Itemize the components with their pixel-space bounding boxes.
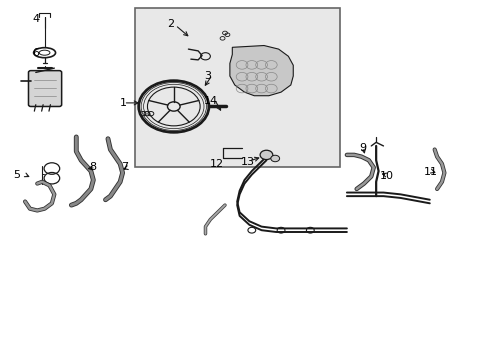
Text: 13: 13: [241, 157, 254, 167]
Circle shape: [270, 155, 279, 162]
Circle shape: [260, 150, 272, 159]
Polygon shape: [229, 45, 293, 96]
Text: 8: 8: [89, 162, 96, 172]
Text: 11: 11: [423, 167, 437, 177]
Text: 12: 12: [209, 159, 224, 169]
FancyBboxPatch shape: [28, 71, 61, 107]
Text: 10: 10: [379, 171, 393, 181]
Text: 6: 6: [32, 48, 39, 58]
Text: 14: 14: [204, 96, 218, 106]
Text: 4: 4: [32, 14, 40, 24]
Bar: [135, 8, 339, 167]
Text: 7: 7: [121, 162, 128, 172]
Text: 1: 1: [120, 98, 127, 108]
Text: 9: 9: [358, 143, 366, 153]
Text: 5: 5: [13, 170, 20, 180]
Text: 3: 3: [204, 71, 211, 81]
Text: 2: 2: [166, 19, 174, 29]
